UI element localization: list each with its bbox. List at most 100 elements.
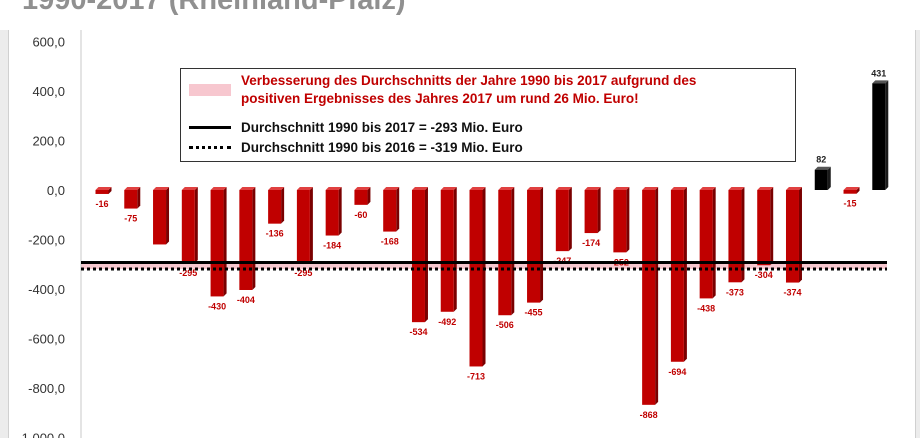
bar-top bbox=[642, 187, 659, 190]
bar-top bbox=[814, 166, 831, 170]
bar bbox=[95, 187, 112, 194]
legend-dotted-item: Durchschnitt 1990 bis 2016 = -319 Mio. E… bbox=[181, 140, 523, 155]
bar-data-label: -374 bbox=[783, 288, 801, 298]
bar-top bbox=[498, 187, 515, 190]
bar-top bbox=[872, 80, 889, 84]
bar-top bbox=[181, 187, 198, 190]
legend: Verbesserung des Durchschnitts der Jahre… bbox=[180, 68, 796, 162]
bar-top bbox=[153, 187, 170, 190]
bar-data-label: 431 bbox=[871, 68, 886, 78]
legend-band-item: Verbesserung des Durchschnitts der Jahre… bbox=[181, 73, 696, 106]
bar-data-label: -455 bbox=[525, 308, 543, 318]
y-tick-label: 200,0 bbox=[32, 134, 65, 149]
bar-front bbox=[613, 190, 627, 253]
bar-top bbox=[325, 187, 342, 190]
bar-front bbox=[325, 190, 339, 236]
bar-data-label: -404 bbox=[237, 295, 255, 305]
bar-side bbox=[626, 187, 630, 253]
y-tick-label: 400,0 bbox=[32, 84, 65, 99]
bar-top bbox=[210, 187, 227, 190]
bar bbox=[584, 187, 601, 234]
bar-data-label: -304 bbox=[755, 270, 773, 280]
bar-side bbox=[223, 187, 227, 297]
bar-side bbox=[309, 187, 313, 264]
bar bbox=[153, 187, 170, 245]
y-tick-label: -400,0 bbox=[28, 282, 65, 297]
bar-front bbox=[699, 190, 713, 299]
bar-side bbox=[540, 187, 544, 303]
bar-side bbox=[597, 187, 601, 234]
bar-front bbox=[354, 190, 368, 205]
bar bbox=[325, 187, 342, 236]
bar-top bbox=[613, 187, 630, 190]
bar-side bbox=[194, 187, 198, 264]
bar-side bbox=[655, 187, 659, 405]
bar-front bbox=[642, 190, 656, 405]
bar-side bbox=[453, 187, 457, 312]
bar bbox=[181, 187, 198, 264]
bar-data-label: -295 bbox=[294, 268, 312, 278]
bar-front bbox=[411, 190, 425, 323]
bar-front bbox=[383, 190, 397, 232]
legend-solid-swatch bbox=[189, 126, 231, 129]
bar-front bbox=[210, 190, 224, 297]
bar bbox=[814, 166, 831, 190]
bar-top bbox=[785, 187, 802, 190]
bar-side bbox=[683, 187, 687, 362]
bar bbox=[469, 187, 486, 367]
bar-data-label: -16 bbox=[95, 199, 108, 209]
y-tick-label: 0,0 bbox=[47, 183, 65, 198]
bar-front bbox=[296, 190, 310, 264]
bar bbox=[440, 187, 457, 312]
bar-side bbox=[798, 187, 802, 283]
bar-data-label: -694 bbox=[668, 367, 686, 377]
bar bbox=[555, 187, 572, 252]
bar-top bbox=[555, 187, 572, 190]
legend-dotted-label: Durchschnitt 1990 bis 2016 = -319 Mio. E… bbox=[241, 140, 523, 155]
bar-front bbox=[268, 190, 282, 224]
bar bbox=[785, 187, 802, 283]
bar-front bbox=[814, 169, 828, 190]
bar bbox=[124, 187, 141, 209]
bar-side bbox=[482, 187, 486, 367]
bar-front bbox=[95, 190, 109, 194]
y-tick-label: -800,0 bbox=[28, 381, 65, 396]
bar-front bbox=[498, 190, 512, 316]
bar-data-label: -713 bbox=[467, 371, 485, 381]
bar-front bbox=[469, 190, 483, 367]
bar-data-label: -295 bbox=[179, 268, 197, 278]
bar bbox=[383, 187, 400, 232]
bar bbox=[239, 187, 256, 290]
bar-side bbox=[511, 187, 515, 316]
bar-side bbox=[367, 187, 371, 205]
bar bbox=[613, 187, 630, 253]
bar bbox=[872, 80, 889, 190]
bar-top bbox=[527, 187, 544, 190]
bar-front bbox=[527, 190, 541, 303]
bar-top bbox=[699, 187, 716, 190]
bar-side bbox=[252, 187, 256, 290]
bar-top bbox=[296, 187, 313, 190]
bar-top bbox=[354, 187, 371, 190]
bar-data-label: -136 bbox=[266, 229, 284, 239]
bar-top bbox=[728, 187, 745, 190]
bar bbox=[268, 187, 285, 224]
bar bbox=[843, 187, 860, 194]
y-tick-label: -1.000,0 bbox=[17, 431, 65, 438]
bar-data-label: -868 bbox=[640, 410, 658, 420]
bar-top bbox=[670, 187, 687, 190]
legend-band-swatch bbox=[189, 83, 231, 96]
bar-front bbox=[670, 190, 684, 362]
bar-top bbox=[757, 187, 774, 190]
bar-front bbox=[584, 190, 598, 234]
bar-side bbox=[770, 187, 774, 266]
bar bbox=[527, 187, 544, 303]
bar-data-label: 82 bbox=[816, 155, 826, 165]
title-bar: 1990-2017 (Rheinland-Pfalz) bbox=[0, 0, 920, 30]
bar bbox=[210, 187, 227, 297]
bar-top bbox=[124, 187, 141, 190]
bar-chart: 600,0 400,0 200,0 0,0 -200,0 -400,0 -600,0 -800… bbox=[17, 30, 889, 438]
bar-data-label: -184 bbox=[323, 241, 341, 251]
bar bbox=[642, 187, 659, 405]
legend-band-text-line2: positiven Ergebnisses des Jahres 2017 um… bbox=[241, 91, 639, 106]
